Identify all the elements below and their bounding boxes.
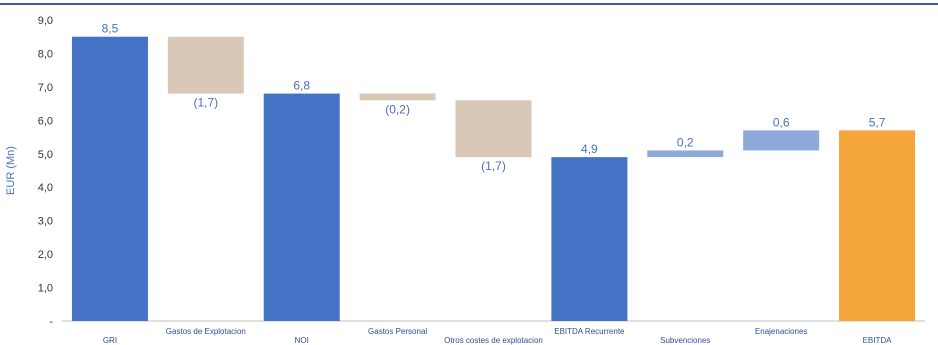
data-label: 0,6 [773, 115, 790, 129]
x-category-label: Subvenciones [660, 336, 710, 345]
y-tick-label: 3,0 [38, 216, 53, 228]
data-label: (0,2) [385, 102, 410, 116]
x-category-label: EBITDA [863, 336, 893, 345]
x-category-label: NOI [295, 336, 309, 345]
x-category-label: Otros costes de explotacion [444, 336, 543, 345]
bar-ebitda [839, 130, 916, 321]
y-tick-label: 4,0 [38, 182, 53, 194]
bar-gri [71, 36, 148, 321]
data-label: (1,7) [193, 96, 218, 110]
x-category-label: GRI [103, 336, 117, 345]
data-label: 4,9 [581, 142, 598, 156]
x-category-label: EBITDA Recurrente [554, 327, 625, 336]
bar-gastos-personal [359, 93, 436, 101]
x-category-label: Gastos de Explotacion [166, 327, 246, 336]
bar-subvenciones [647, 150, 724, 158]
bar-otros-costes-de-explotacion [455, 100, 532, 158]
bar-ebitda-recurrente [551, 157, 628, 321]
y-tick-label: 7,0 [38, 82, 53, 94]
top-rule [0, 3, 938, 5]
y-tick-label: 1,0 [38, 283, 53, 295]
bar-gastos-de-explotacion [167, 36, 244, 94]
y-tick-label: - [49, 316, 53, 328]
bar-enajenaciones [743, 130, 820, 151]
data-label: 6,8 [293, 79, 310, 93]
x-category-label: Enajenaciones [755, 327, 807, 336]
data-label: 0,2 [677, 135, 694, 149]
y-tick-label: 2,0 [38, 249, 53, 261]
data-label: (1,7) [481, 159, 506, 173]
y-tick-label: 9,0 [38, 15, 53, 27]
y-tick-label: 6,0 [38, 115, 53, 127]
data-label: 8,5 [102, 22, 119, 36]
bar-noi [263, 93, 340, 321]
y-tick-label: 5,0 [38, 149, 53, 161]
x-category-label: Gastos Personal [368, 327, 427, 336]
data-label: 5,7 [869, 115, 886, 129]
y-axis-label: EUR (Mn) [5, 146, 17, 195]
y-tick-label: 8,0 [38, 48, 53, 60]
